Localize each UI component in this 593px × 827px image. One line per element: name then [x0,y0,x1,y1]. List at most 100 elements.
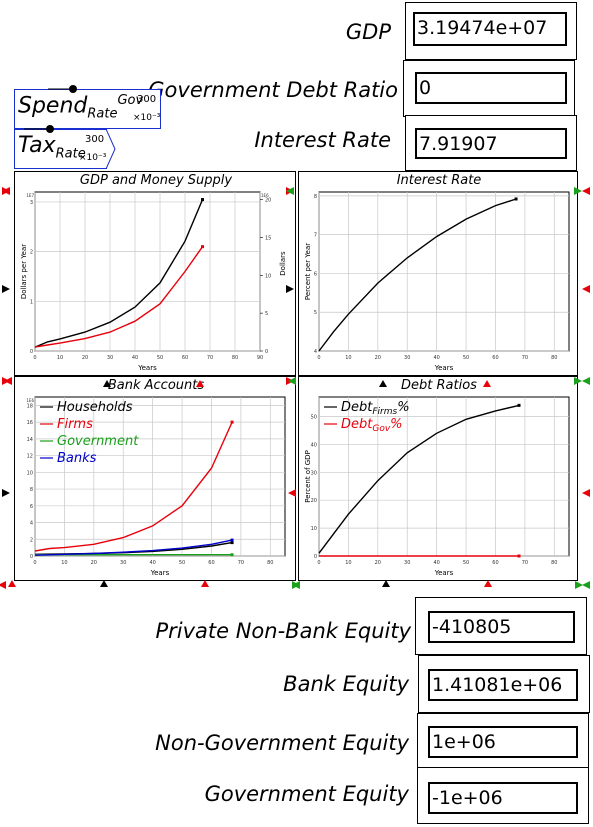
spend-rate-gov-parameter[interactable]: SpendRateGov 300 ×10⁻³ [14,89,161,129]
gov-equity-value: -1e+06 [428,782,578,814]
y-tick-label: 0 [30,554,33,560]
x-tick-label: 30 [404,355,410,361]
gdp-value: 3.19474e+07 [413,12,567,46]
x-tick-label: 10 [57,355,63,361]
x-tick-label: 40 [433,560,439,566]
chart-panel-debt[interactable]: Debt Ratios 0 10 20 30 40 50 60 70 80 0 10 20 30 40 50… [298,376,578,581]
spend-value: 300 [137,94,157,105]
chart-panel-gdp[interactable]: GDP and Money Supply 0 10 20 30 40 50 60 70 80 90… [14,171,296,376]
x-tick-label: 20 [82,355,88,361]
y2-tick-label: 0 [265,349,268,355]
resize-marker [288,377,296,385]
spend-scale: ×10⁻³ [133,113,161,123]
debt-ratio-value-frame[interactable]: 0 [403,60,575,117]
series-end-marker-0 [517,403,521,407]
x-axis-label: Years [434,569,454,577]
resize-marker [582,187,590,195]
x-tick-label: 0 [33,560,36,566]
debt-ratio-label: Government Debt Ratio [148,78,398,102]
y-tick-label: 20 [311,498,317,504]
chart-title: Interest Rate [396,173,482,188]
gdp-money-chart: 0 10 20 30 40 50 60 70 80 9001231E7051015201E6Yea… [20,191,287,372]
x-tick-label: 50 [179,560,185,566]
x-tick-label: 80 [551,560,557,566]
x-tick-label: 50 [463,355,469,361]
plot-area [318,191,570,352]
spend-slider-handle [69,85,77,93]
x-tick-label: 50 [463,560,469,566]
y-tick-label: 16 [27,420,33,426]
interest-rate-label: Interest Rate [254,128,391,152]
chart-panel-interest[interactable]: Interest Rate 0 10 20 30 40 50 60 70 80 4 5 6 7 8 Year… [298,171,578,376]
private-equity-value-frame[interactable]: -410805 [415,597,587,655]
y-tick-label: 8 [30,487,33,493]
gdp-label: GDP [345,20,391,44]
plot-area [34,191,261,352]
x-axis-label: Years [434,364,454,372]
gdp-value-frame[interactable]: 3.19474e+07 [405,2,577,60]
y-tick-label: 30 [311,470,317,476]
chart-title: GDP and Money Supply [79,173,233,188]
y-tick-label: 6 [30,504,33,510]
y-tick-label: 40 [311,442,317,448]
resize-marker [2,187,10,195]
series-end-marker-0 [230,541,234,545]
y2-tick-label: 10 [265,273,271,279]
y2-tick-label: 5 [265,311,268,317]
y2-axis-label: Dollars [279,251,287,276]
y-tick-label: 18 [27,403,33,409]
x-tick-label: 0 [317,560,320,566]
resize-marker [4,377,12,385]
tax-scale: ×10⁻³ [79,153,107,163]
x-tick-label: 30 [107,355,113,361]
private-equity-label: Private Non-Bank Equity [155,619,411,643]
bank-equity-value-frame[interactable]: 1.41081e+06 [418,655,590,713]
series-end-marker-3 [230,538,234,542]
series-end-marker-0 [201,198,204,202]
resize-marker [582,285,590,293]
chart-title: Debt Ratios [401,378,477,393]
series-line-0 [318,198,517,352]
chart-panel-bank[interactable]: Bank Accounts 0 10 20 30 40 50 60 70 80 0 2 4 6 8 10 12… [14,376,296,581]
x-tick-label: 40 [149,560,155,566]
x-tick-label: 30 [404,560,410,566]
y2-tick-label: 20 [265,198,271,204]
tax-arrow-tip [105,129,116,170]
resize-marker [286,187,294,195]
resize-marker [201,580,209,587]
x-tick-label: 10 [345,355,351,361]
x-tick-label: 90 [257,355,263,361]
panel-resize-markers[interactable] [0,180,593,595]
y-tick-label: 0 [30,349,33,355]
x-tick-label: 30 [120,560,126,566]
x-axis-label: Years [150,569,170,577]
gov-equity-value-frame[interactable]: -1e+06 [417,767,589,824]
nongov-equity-value-frame[interactable]: 1e+06 [417,713,589,771]
resize-marker [8,580,16,587]
tax-label: TaxRate [18,133,86,162]
y-tick-label: 4 [30,521,33,527]
resize-marker [0,581,6,589]
resize-marker [2,489,10,497]
resize-marker [574,377,582,385]
bank-equity-label: Bank Equity [283,672,409,696]
x-tick-label: 20 [375,560,381,566]
resize-marker [382,580,390,587]
tax-rate-parameter[interactable]: TaxRate 300 ×10⁻³ [14,129,107,169]
y-axis-label: Percent per Year [304,243,312,300]
interest-rate-chart: 0 10 20 30 40 50 60 70 80 4 5 6 7 8 Years Percent per Y… [304,191,570,372]
x-tick-label: 70 [207,355,213,361]
debt-ratios-chart: 0 10 20 30 40 50 60 70 80 0 10 20 30 40 50 Years Percent… [304,396,570,577]
y-tick-label: 3 [30,200,33,206]
y-tick-label: 14 [27,437,33,443]
series-end-marker-1 [230,420,234,424]
y2-exponent-label: 1E6 [261,193,269,198]
y-exponent-label: 1E7 [26,193,34,198]
y2-tick-label: 15 [265,235,271,241]
series-end-marker-2 [230,553,234,557]
interest-rate-value-frame[interactable]: 7.91907 [405,115,577,171]
tax-slider-handle [46,125,54,133]
chart-legend: Households Firms Government Banks [40,400,139,466]
y-axis-label: Percent of GDP [304,450,312,503]
resize-marker [483,380,491,387]
